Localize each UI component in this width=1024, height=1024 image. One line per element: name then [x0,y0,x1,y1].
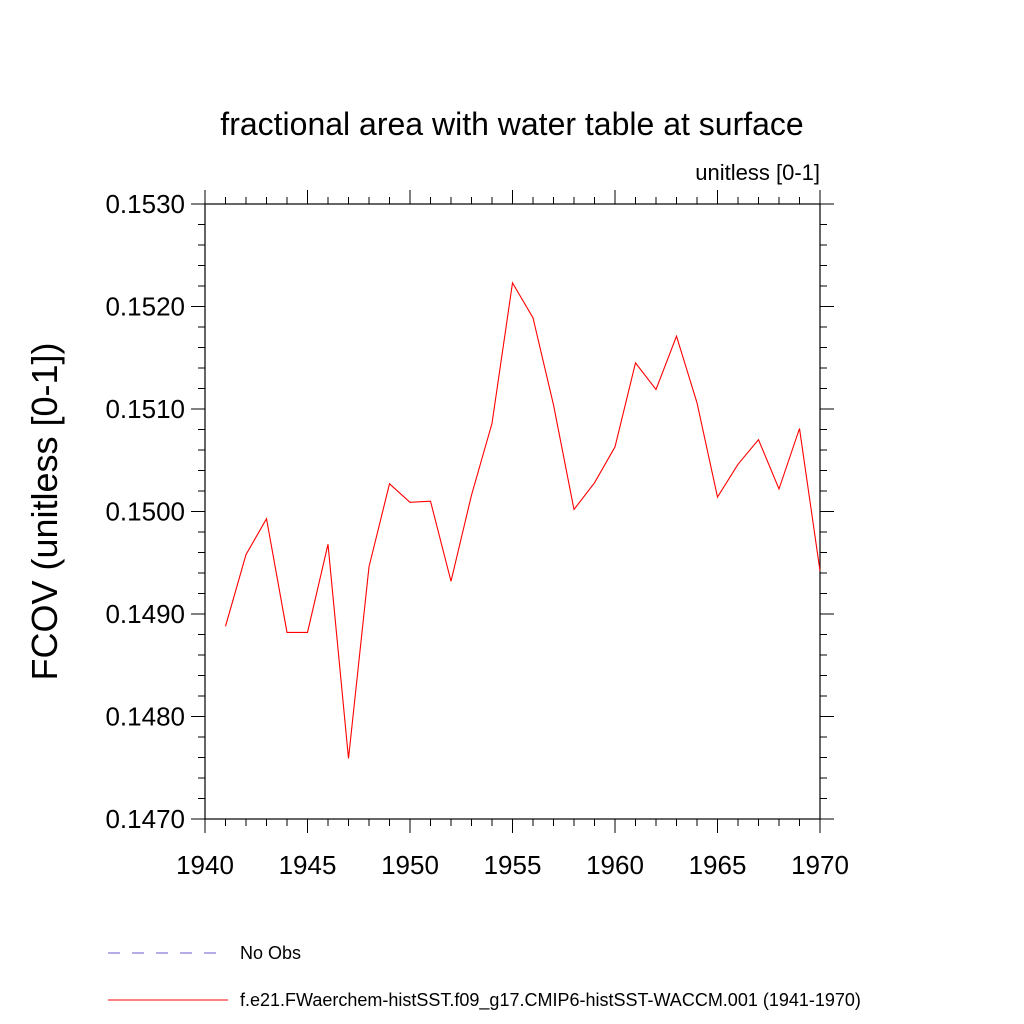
y-tick-label: 0.1530 [105,189,185,219]
y-tick-label: 0.1520 [105,292,185,322]
chart-title: fractional area with water table at surf… [220,106,803,142]
legend-entry: f.e21.FWaerchem-histSST.f09_g17.CMIP6-hi… [240,990,861,1011]
x-tick-label: 1955 [484,850,542,880]
x-tick-label: 1970 [791,850,849,880]
x-tick-label: 1950 [381,850,439,880]
legend-entry: No Obs [240,943,301,963]
legend: No Obs f.e21.FWaerchem-histSST.f09_g17.CM… [108,943,861,1011]
plot-frame [204,203,821,820]
chart-subtitle: unitless [0-1] [695,160,820,185]
y-tick-label: 0.1480 [105,702,185,732]
x-tick-label: 1940 [176,850,234,880]
plot-border [204,203,821,820]
y-tick-label: 0.1490 [105,599,185,629]
x-tick-label: 1965 [689,850,747,880]
x-axis: 1940 1945 1950 1955 1960 1965 1970 [176,190,849,880]
x-tick-label: 1945 [279,850,337,880]
y-tick-label: 0.1470 [105,804,185,834]
series-line-1 [224,281,821,759]
y-axis: 0.1470 0.1480 0.1490 0.1500 0.1510 0.1520 0.15… [105,189,834,834]
y-axis-label: FCOV (unitless [0-1]) [24,342,65,680]
series-layer [224,281,821,759]
y-tick-label: 0.1510 [105,394,185,424]
x-tick-label: 1960 [586,850,644,880]
y-tick-label: 0.1500 [105,497,185,527]
